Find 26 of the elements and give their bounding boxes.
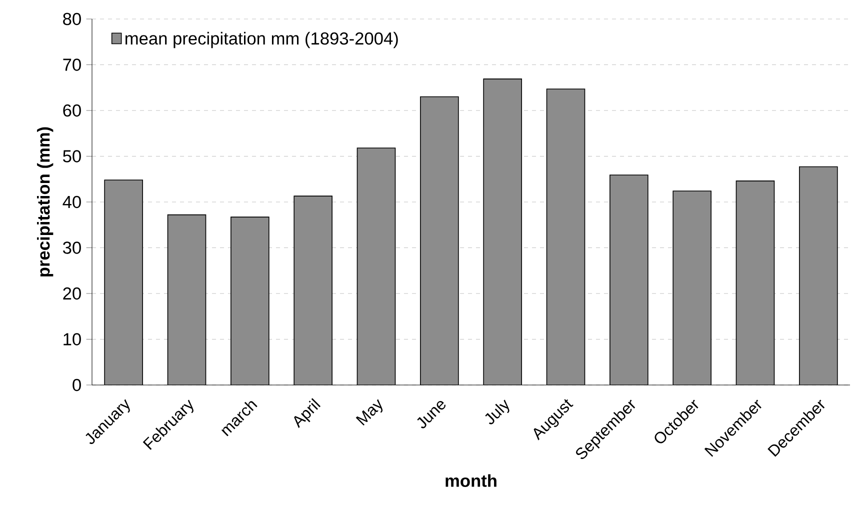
bar	[736, 180, 775, 385]
bar	[104, 180, 143, 385]
bar	[230, 216, 270, 385]
legend-label: mean precipitation mm (1893-2004)	[126, 32, 398, 48]
y-tick-label: 40	[62, 196, 81, 208]
x-axis-title: month	[446, 474, 496, 487]
bar	[420, 96, 459, 385]
bar	[546, 88, 586, 385]
bar	[294, 196, 332, 385]
y-tick-label: 30	[63, 242, 81, 254]
bar	[167, 214, 206, 385]
y-tick-label: 60	[63, 104, 81, 117]
bar	[799, 166, 838, 385]
bar	[610, 174, 648, 385]
x-tick-label: July	[485, 400, 510, 424]
y-axis-title: precipitation (mm)	[37, 127, 54, 276]
y-tick-label: 0	[72, 378, 81, 392]
y-tick-label: 50	[63, 150, 81, 162]
bar	[483, 78, 522, 385]
y-tick-label: 70	[63, 58, 81, 71]
x-tick-label: May	[356, 399, 383, 426]
y-tick-label: 20	[63, 287, 81, 300]
y-tick-label: 80	[63, 12, 81, 26]
bar	[356, 148, 396, 385]
y-tick-label: 10	[64, 333, 81, 346]
bar	[672, 190, 712, 385]
